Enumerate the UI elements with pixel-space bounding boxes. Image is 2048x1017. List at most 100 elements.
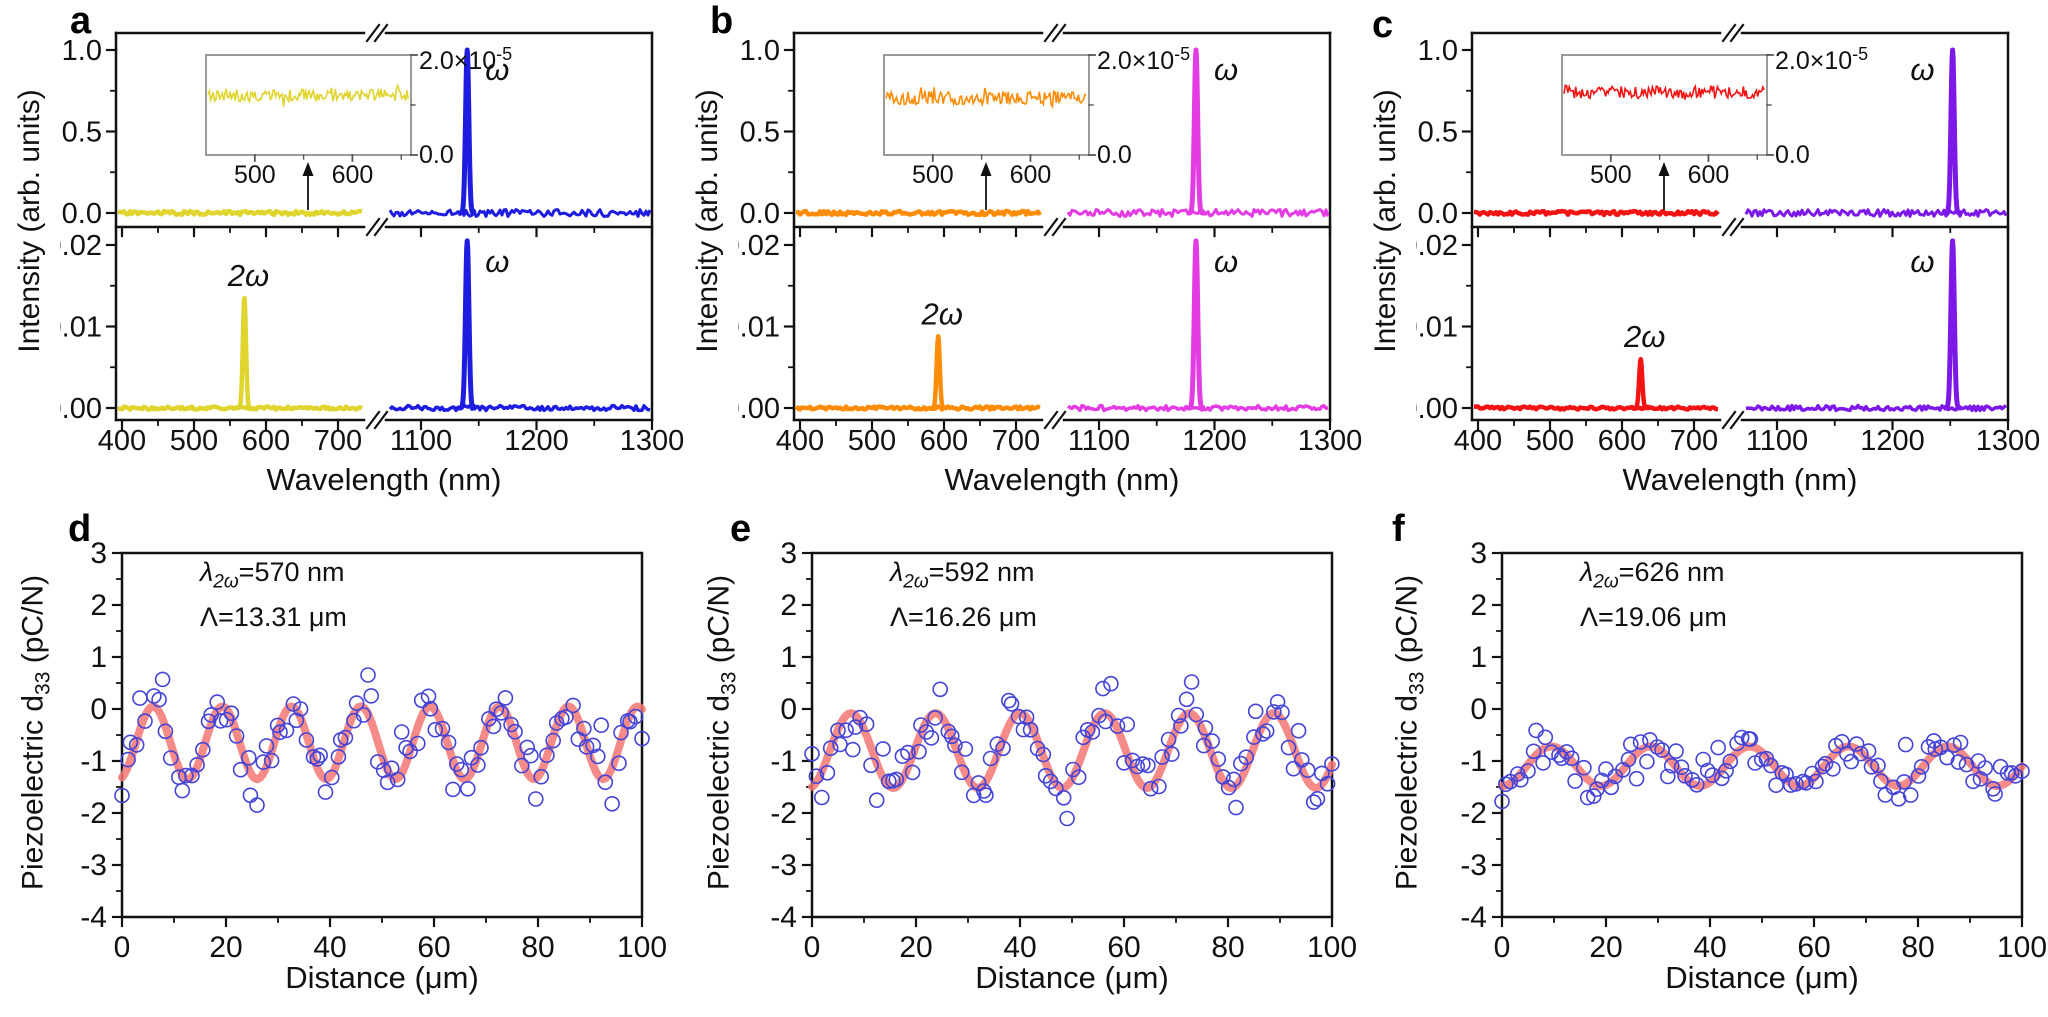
svg-text:700: 700 [314,425,362,457]
svg-text:3: 3 [1470,537,1487,570]
svg-text:500: 500 [170,425,218,457]
svg-text:2.0×10-5: 2.0×10-5 [1775,44,1868,75]
lambda-value: =592 nm [928,557,1035,587]
svg-text:60: 60 [417,931,450,964]
svg-text:0.01: 0.01 [1416,312,1458,344]
svg-text:700: 700 [1670,425,1718,457]
svg-text:500: 500 [1526,425,1574,457]
svg-text:-2: -2 [770,797,797,830]
svg-text:2: 2 [780,589,797,622]
svg-text:60: 60 [1107,931,1140,964]
svg-text:600: 600 [1010,161,1052,189]
annotation-e-lambda: λ2ω=592 nm [890,552,1037,597]
svg-text:-4: -4 [1460,901,1487,934]
svg-text:1: 1 [90,641,107,674]
svg-text:ω: ω [1910,244,1934,279]
svg-text:0.00: 0.00 [1416,393,1458,425]
panel-letter-c: c [1372,4,1394,46]
svg-text:0: 0 [1470,693,1487,726]
y-axis-label-f: Piezoelectric d33 (pC/N) [1390,533,1429,933]
svg-text:0.02: 0.02 [738,230,780,262]
svg-text:1300: 1300 [620,425,685,457]
svg-text:80: 80 [521,931,554,964]
svg-text:1.0: 1.0 [1418,35,1458,67]
svg-text:-2: -2 [80,797,107,830]
svg-text:1300: 1300 [1976,425,2041,457]
svg-text:100: 100 [1997,931,2047,964]
d33-plot-e: -4 -3 -2 -1 0 1 2 3 0 20 40 60 80 100 [770,537,1357,964]
y-axis-label-f-unit: (pC/N) [1390,574,1424,672]
svg-text:0.02: 0.02 [1416,230,1458,262]
svg-text:0: 0 [1494,931,1511,964]
svg-text:80: 80 [1901,931,1934,964]
svg-text:ω: ω [1910,52,1934,87]
svg-text:ω: ω [1214,52,1238,87]
svg-text:1: 1 [1470,641,1487,674]
svg-text:-3: -3 [1460,849,1487,882]
svg-text:600: 600 [920,425,968,457]
svg-text:0.5: 0.5 [62,117,102,149]
panel-letter-b: b [710,0,734,42]
svg-text:-1: -1 [80,745,107,778]
svg-text:1200: 1200 [504,425,569,457]
svg-text:3: 3 [780,537,797,570]
svg-text:ω: ω [485,244,509,279]
svg-text:100: 100 [1307,931,1357,964]
svg-text:400: 400 [776,425,824,457]
svg-text:0.01: 0.01 [60,312,102,344]
svg-text:40: 40 [1003,931,1036,964]
panel-letter-d: d [68,508,92,550]
y-axis-label-e: Piezoelectric d33 (pC/N) [702,533,741,933]
svg-text:0.0: 0.0 [740,198,780,230]
svg-text:0: 0 [780,693,797,726]
svg-text:-1: -1 [1460,745,1487,778]
svg-text:ω: ω [1214,244,1238,279]
y-axis-label-d-text: Piezoelectric d [16,694,50,891]
svg-text:60: 60 [1797,931,1830,964]
panel-letter-f: f [1392,508,1405,550]
y-axis-label-e-text: Piezoelectric d [702,694,736,891]
annotation-d-period: Λ=13.31 μm [200,601,347,632]
lambda-symbol: λ [1580,557,1594,587]
svg-text:-3: -3 [770,849,797,882]
panel-letter-e: e [730,508,752,550]
svg-text:3: 3 [90,537,107,570]
x-axis-label-e: Distance (μm) [975,960,1169,995]
svg-text:0.00: 0.00 [738,393,780,425]
svg-text:1300: 1300 [1298,425,1363,457]
y-axis-label-d: Piezoelectric d33 (pC/N) [16,533,55,933]
svg-text:0.0: 0.0 [1097,141,1132,169]
lambda-value: =626 nm [1618,557,1725,587]
annotation-e-period: Λ=16.26 μm [890,601,1037,632]
svg-text:0.0: 0.0 [62,198,102,230]
svg-text:700: 700 [992,425,1040,457]
y-axis-label-c: Intensity (arb. units) [1369,89,1402,353]
svg-text:0.01: 0.01 [738,312,780,344]
svg-text:500: 500 [848,425,896,457]
svg-text:1100: 1100 [1068,425,1130,457]
svg-text:600: 600 [1598,425,1646,457]
lambda-subscript: 2ω [903,571,929,593]
svg-text:2.0×10-5: 2.0×10-5 [1097,44,1190,75]
annotation-f: λ2ω=626 nm Λ=19.06 μm [1580,552,1727,639]
spectrum-plot-c: 400 500 600 700 1100 1200 1300 0.0 0.5 1.0 0.00 0.0… [1416,23,2041,457]
svg-text:2ω: 2ω [921,296,963,331]
x-axis-label-f: Distance (μm) [1665,960,1859,995]
svg-text:0: 0 [90,693,107,726]
svg-text:1100: 1100 [1746,425,1808,457]
y-axis-label-f-sub: 33 [1405,671,1429,695]
svg-text:-1: -1 [770,745,797,778]
svg-text:2ω: 2ω [227,258,269,293]
spectrum-plot-b: 400 500 600 700 1100 1200 1300 0.0 0.5 1.0 0.00 0.0… [738,23,1363,457]
svg-text:1.0: 1.0 [740,35,780,67]
svg-text:-3: -3 [80,849,107,882]
svg-text:40: 40 [313,931,346,964]
svg-text:400: 400 [1454,425,1502,457]
svg-text:500: 500 [1590,161,1632,189]
y-axis-label-b: Intensity (arb. units) [691,89,724,353]
svg-text:1200: 1200 [1182,425,1247,457]
svg-text:2: 2 [1470,589,1487,622]
x-axis-label-d: Distance (μm) [285,960,479,995]
svg-text:600: 600 [332,161,374,189]
